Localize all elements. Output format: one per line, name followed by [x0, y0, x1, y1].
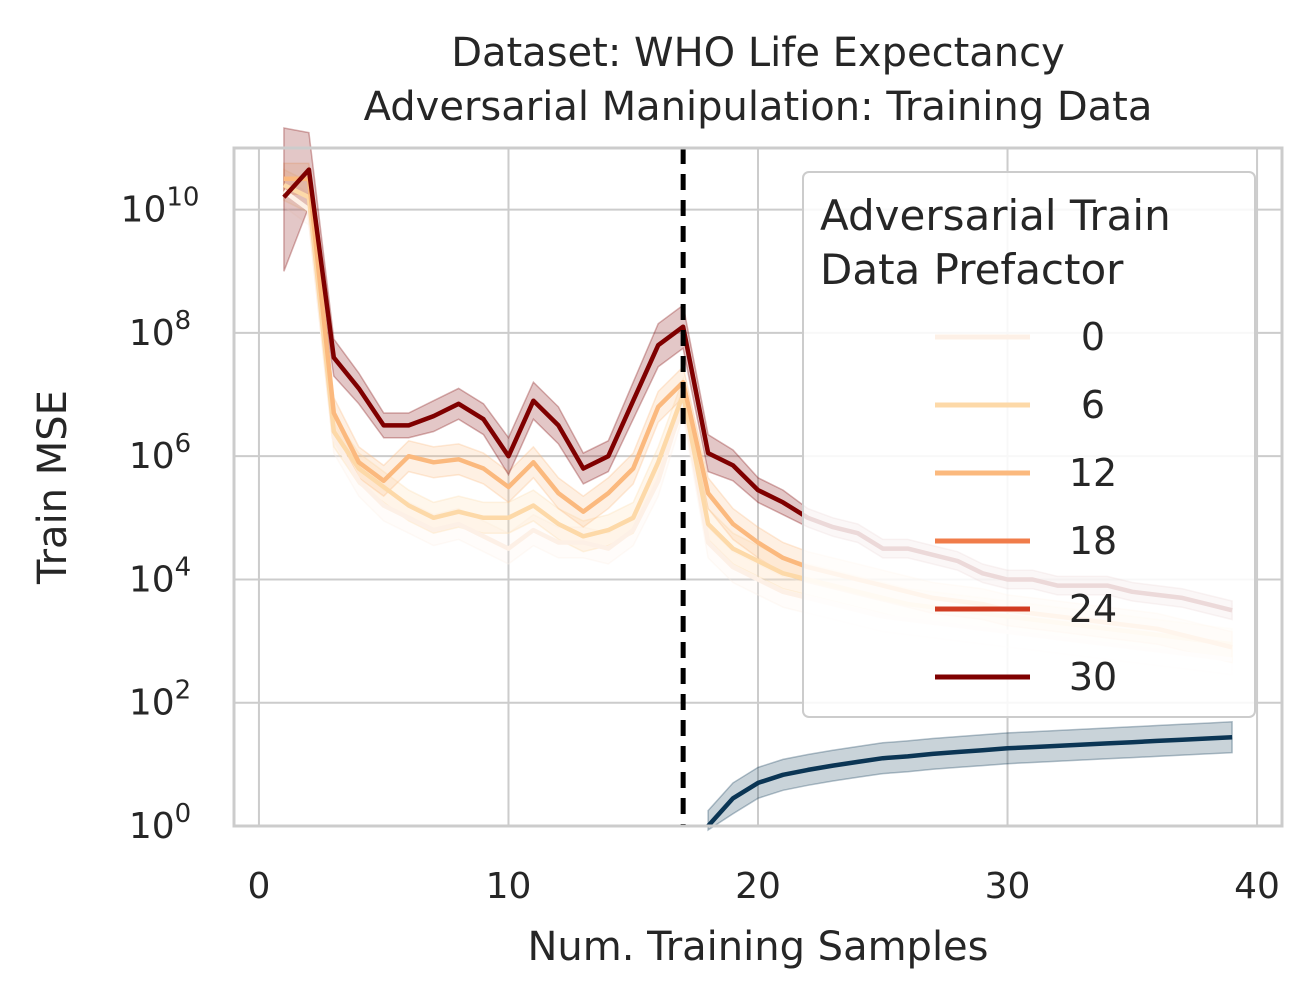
y-tick-label-3: 106: [129, 429, 191, 477]
x-tick-labels: 0 10 20 30 40: [247, 866, 1279, 907]
x-tick-label-4: 40: [1234, 866, 1280, 907]
legend-label-0: 0: [1081, 315, 1105, 359]
x-tick-label-2: 20: [735, 866, 781, 907]
band-series-6: [707, 721, 1233, 832]
x-tick-label-0: 0: [247, 866, 270, 907]
y-tick-label-1: 102: [129, 676, 191, 724]
x-tick-label-1: 10: [486, 866, 532, 907]
x-tick-label-3: 30: [985, 866, 1031, 907]
y-tick-label-0: 100: [129, 799, 191, 847]
y-tick-label-5: 1010: [121, 183, 200, 231]
y-tick-label-2: 104: [129, 552, 191, 600]
legend-title-line-1: Adversarial Train: [820, 191, 1171, 240]
legend-label-1: 6: [1081, 383, 1105, 427]
plot-frame: [232, 146, 1284, 828]
y-tick-label-4: 108: [129, 306, 191, 354]
legend-label-3: 18: [1069, 519, 1117, 563]
chart-title-line-2: Adversarial Manipulation: Training Data: [364, 84, 1153, 130]
legend-box: [802, 171, 1256, 718]
legend-label-5: 30: [1069, 655, 1117, 699]
legend-label-4: 24: [1069, 587, 1117, 631]
chart-title-line-1: Dataset: WHO Life Expectancy: [451, 30, 1065, 76]
line-series-6: [706, 734, 1233, 828]
y-axis-label: Train MSE: [30, 390, 76, 585]
legend-label-2: 12: [1069, 451, 1117, 495]
y-tick-labels: 100 102 104 106 108 1010: [121, 183, 200, 847]
legend-title-line-2: Data Prefactor: [820, 245, 1124, 294]
legend: Adversarial Train Data Prefactor 0 6 12 18 2…: [802, 171, 1256, 718]
x-axis-label: Num. Training Samples: [527, 924, 988, 970]
legend-items: 0 6 12 18 24 30: [935, 315, 1117, 699]
